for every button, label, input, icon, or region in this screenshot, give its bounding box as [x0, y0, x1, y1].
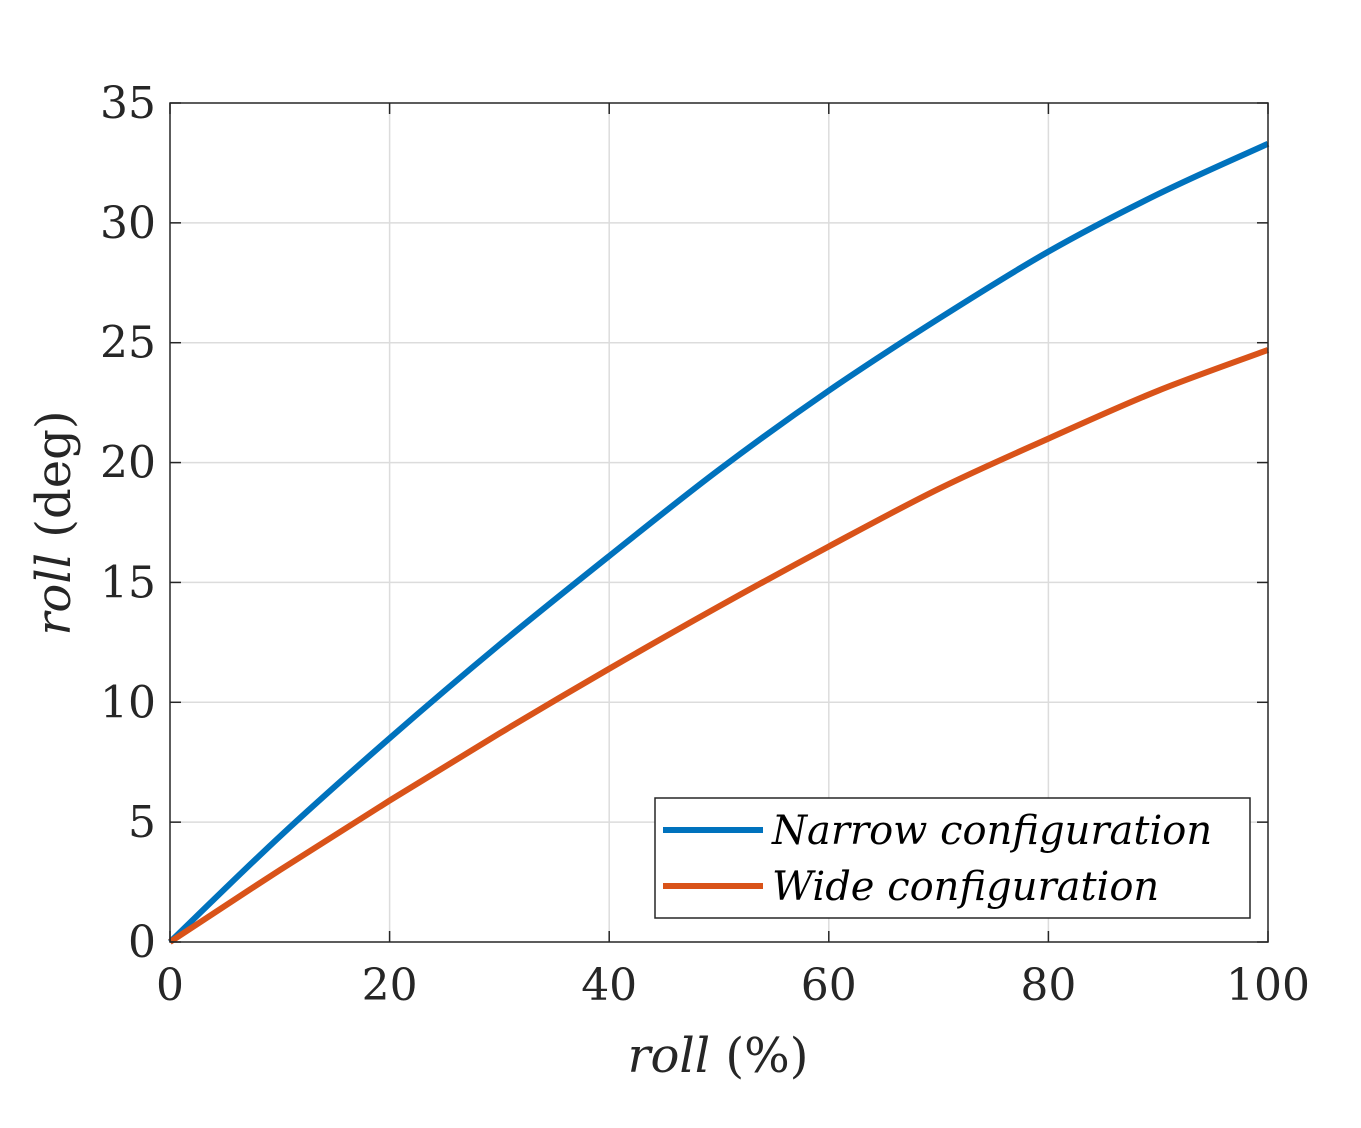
tick-marks: [169, 102, 1269, 943]
legend-label-narrow: Narrow configuration: [771, 808, 1212, 854]
y-tick-label: 10: [100, 677, 156, 728]
x-tick-label: 60: [801, 960, 857, 1011]
y-tick-label: 5: [128, 797, 156, 848]
series-line-narrow: [167, 141, 1270, 945]
x-tick-label: 100: [1226, 960, 1310, 1011]
y-axis-label: roll (deg): [26, 410, 82, 635]
legend-box: [654, 797, 1251, 919]
legend: Narrow configuration Wide configuration: [654, 797, 1251, 919]
tick-labels: 0 20 40 60 80 100 0 5 10 15 20 25 30 35: [100, 78, 1310, 1011]
y-tick-label: 30: [100, 198, 156, 249]
y-tick-label: 15: [100, 557, 156, 608]
axes-frame: [169, 102, 1269, 943]
x-tick-label: 40: [581, 960, 637, 1011]
series-line-wide: [168, 347, 1270, 945]
y-tick-label: 35: [100, 78, 156, 129]
y-tick-label: 0: [128, 917, 156, 968]
x-tick-label: 80: [1020, 960, 1076, 1011]
series-lines: [167, 141, 1270, 945]
x-tick-label: 20: [362, 960, 418, 1011]
legend-label-wide: Wide configuration: [772, 864, 1159, 910]
y-tick-label: 20: [100, 438, 156, 489]
x-tick-label: 0: [156, 960, 184, 1011]
y-tick-label: 25: [100, 318, 156, 369]
x-axis-label: roll (%): [628, 1028, 809, 1084]
